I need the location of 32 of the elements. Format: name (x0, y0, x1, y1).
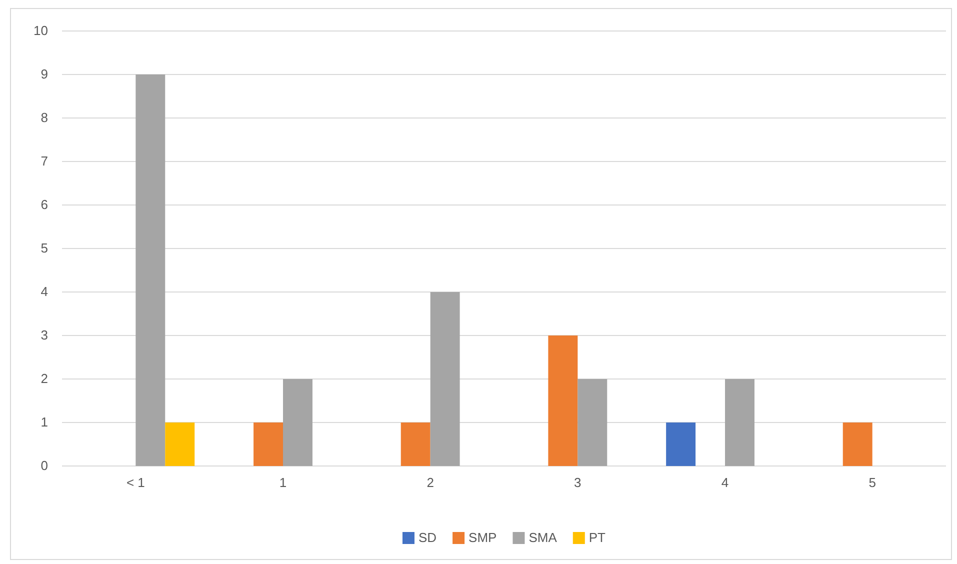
x-tick-label: 4 (721, 475, 729, 490)
x-tick-label: 3 (574, 475, 582, 490)
y-tick-label: 0 (40, 458, 48, 474)
bar (400, 422, 430, 466)
x-tick-label: 2 (426, 475, 434, 490)
legend-label: SD (418, 530, 437, 545)
x-tick-label: < 1 (126, 475, 145, 490)
bar (165, 422, 195, 466)
bar (283, 379, 312, 466)
bar (725, 379, 754, 466)
y-tick-label: 2 (40, 371, 48, 386)
bar (666, 422, 696, 466)
bar (548, 336, 578, 466)
legend-label: SMA (528, 530, 558, 545)
bar (842, 422, 872, 466)
x-tick-label: 1 (279, 475, 287, 490)
y-tick-label: 10 (34, 23, 48, 38)
y-tick-label: 7 (40, 154, 48, 169)
bar (430, 292, 460, 466)
bar (254, 422, 283, 466)
legend-label: SMP (468, 530, 497, 545)
x-tick-label: 5 (868, 475, 876, 490)
y-tick-label: 9 (40, 66, 48, 82)
legend-label: PT (588, 530, 606, 545)
y-tick-label: 1 (40, 414, 48, 430)
y-tick-label: 3 (40, 328, 48, 343)
y-tick-label: 6 (40, 197, 48, 212)
bar (578, 379, 608, 466)
bar (136, 74, 166, 466)
y-tick-label: 5 (40, 240, 48, 256)
y-tick-label: 8 (40, 110, 48, 126)
y-tick-label: 4 (40, 284, 48, 300)
